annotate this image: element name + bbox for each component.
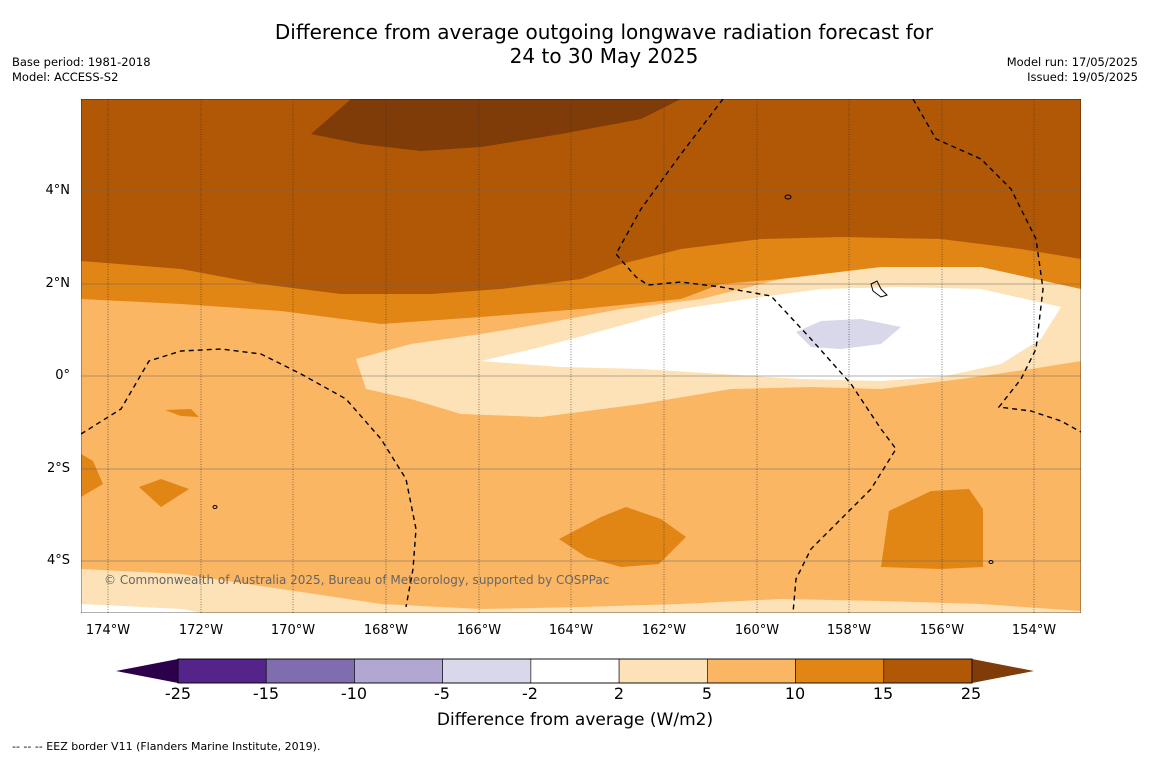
band-near-zero-south [81, 604, 204, 613]
colorbar-segment-5 [618, 658, 708, 684]
lon-label-154w: 154°W [1011, 623, 1057, 638]
cb-tick-m25: -25 [164, 684, 192, 703]
patch-10-15-b [81, 454, 103, 497]
island-outlines [212, 194, 994, 564]
cb-tick-10: 10 [784, 684, 806, 703]
copyright-notice: © Commonwealth of Australia 2025, Bureau… [104, 573, 610, 587]
meta-right: Model run: 17/05/2025 Issued: 19/05/2025 [1007, 55, 1138, 85]
lon-label-172w: 172°W [178, 623, 224, 638]
lon-label-174w: 174°W [85, 623, 131, 638]
area-near-zero [481, 287, 1061, 381]
lon-label-168w: 168°W [363, 623, 409, 638]
band-15-25-corner [81, 99, 141, 113]
colorbar-under-arrow [116, 659, 178, 683]
island-d [988, 560, 994, 564]
issued-date: Issued: 19/05/2025 [1027, 70, 1138, 84]
lat-label-2n: 2°N [45, 276, 71, 291]
island-a [784, 194, 792, 200]
title-line-2: 24 to 30 May 2025 [509, 44, 699, 68]
island-b [870, 280, 888, 298]
patch-10-15-e [881, 489, 983, 569]
cb-tick-m10: -10 [340, 684, 368, 703]
title-line-1: Difference from average outgoing longwav… [274, 20, 934, 44]
island-c [212, 505, 218, 509]
chart-title: Difference from average outgoing longwav… [0, 20, 1150, 68]
model-run: Model run: 17/05/2025 [1006, 55, 1138, 69]
colorbar-segment-0 [177, 658, 267, 684]
patch-10-15-c [139, 479, 189, 507]
patch-10-15-d [559, 507, 686, 567]
patch-10-15-a [165, 409, 199, 417]
lat-label-0: 0° [55, 368, 70, 383]
lat-label-2s: 2°S [46, 461, 70, 476]
colorbar-segment-4 [530, 658, 620, 684]
colorbar-segment-2 [354, 658, 443, 684]
lat-label-4s: 4°S [46, 553, 70, 568]
eez-border-east [912, 99, 1081, 433]
map-panel [81, 99, 1081, 613]
lon-label-156w: 156°W [919, 623, 965, 638]
colorbar-segment-1 [265, 658, 355, 684]
lat-label-4n: 4°N [45, 183, 71, 198]
lon-label-158w: 158°W [826, 623, 872, 638]
cb-tick-5: 5 [701, 684, 713, 703]
cb-tick-m15: -15 [252, 684, 280, 703]
footer-eez-note: -- -- -- EEZ border V11 (Flanders Marine… [12, 740, 321, 753]
colorbar-segment-8 [883, 658, 973, 684]
cb-tick-m2: -2 [522, 684, 538, 703]
cb-tick-2: 2 [613, 684, 625, 703]
lon-gridlines [107, 99, 1035, 613]
cb-tick-25: 25 [960, 684, 982, 703]
eez-borders [81, 99, 1081, 613]
colorbar-segment-6 [707, 658, 796, 684]
colorbar-segments [177, 658, 973, 684]
lon-label-162w: 162°W [641, 623, 687, 638]
eez-border-central [615, 99, 897, 613]
cb-tick-15: 15 [872, 684, 894, 703]
colorbar-over-arrow [972, 659, 1034, 683]
meta-left: Base period: 1981-2018 Model: ACCESS-S2 [12, 55, 151, 85]
area-lavender-north [796, 319, 901, 349]
band-15-25-top [81, 99, 1081, 294]
colorbar-segment-7 [795, 658, 885, 684]
lon-label-166w: 166°W [456, 623, 502, 638]
base-period: Base period: 1981-2018 [12, 55, 151, 69]
lon-label-170w: 170°W [270, 623, 316, 638]
model-name: Model: ACCESS-S2 [12, 70, 119, 84]
lon-label-164w: 164°W [548, 623, 594, 638]
cb-tick-m5: -5 [434, 684, 450, 703]
band-25-top [311, 99, 681, 151]
colorbar [116, 658, 1034, 684]
lat-gridlines [81, 190, 1081, 562]
colorbar-segment-3 [442, 658, 532, 684]
lon-label-160w: 160°W [734, 623, 780, 638]
eez-border-west [81, 348, 417, 608]
band-2-5-south [81, 569, 1081, 613]
colorbar-label: Difference from average (W/m2) [436, 710, 714, 730]
